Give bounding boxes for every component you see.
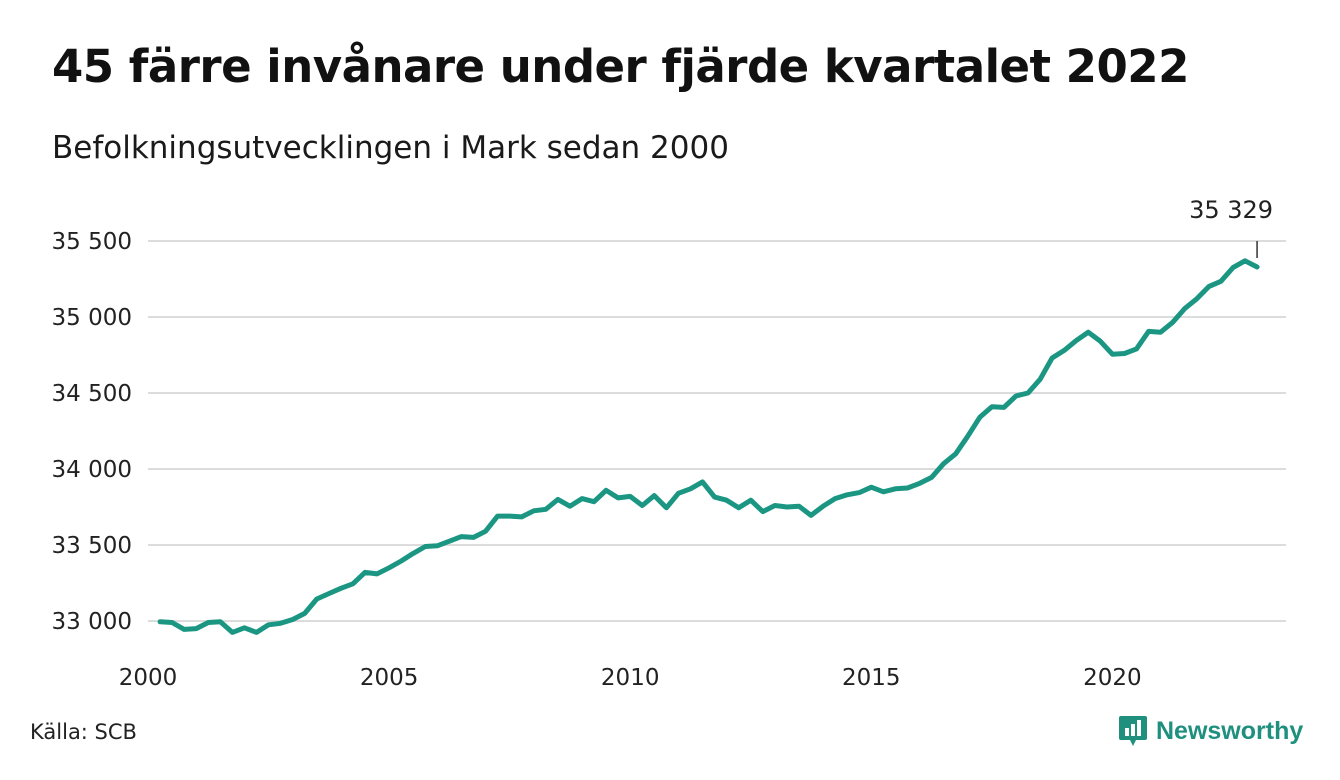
y-tick-label: 34 000 [52,457,132,483]
x-tick-label: 2020 [1083,665,1142,691]
series-line [157,258,1260,635]
x-tick-label: 2005 [360,665,419,691]
chart-subtitle: Befolkningsutvecklingen i Mark sedan 200… [52,130,729,166]
x-tick-label: 2010 [601,665,660,691]
gridlines [148,240,1286,622]
y-tick-label: 34 500 [52,381,132,407]
x-axis-ticks: 2000 2005 2010 2015 2020 [119,665,1142,691]
x-tick-label: 2015 [842,665,901,691]
x-tick-label: 2000 [119,665,178,691]
y-tick-label: 33 500 [52,533,132,559]
y-tick-label: 33 000 [52,609,132,635]
series-layer [157,258,1260,635]
y-tick-label: 35 000 [52,305,132,331]
last-value-annotation: 35 329 [1189,196,1273,258]
brand-logo[interactable]: Newsworthy [1118,714,1303,748]
newsworthy-logo-icon [1119,716,1147,746]
source-note: Källa: SCB [30,720,137,744]
y-axis-ticks: 33 000 33 500 34 000 34 500 35 000 35 500 [52,229,132,635]
last-value-label: 35 329 [1189,196,1273,224]
brand-name: Newsworthy [1156,716,1304,745]
chart-title: 45 färre invånare under fjärde kvartalet… [52,40,1189,93]
y-tick-label: 35 500 [52,229,132,255]
